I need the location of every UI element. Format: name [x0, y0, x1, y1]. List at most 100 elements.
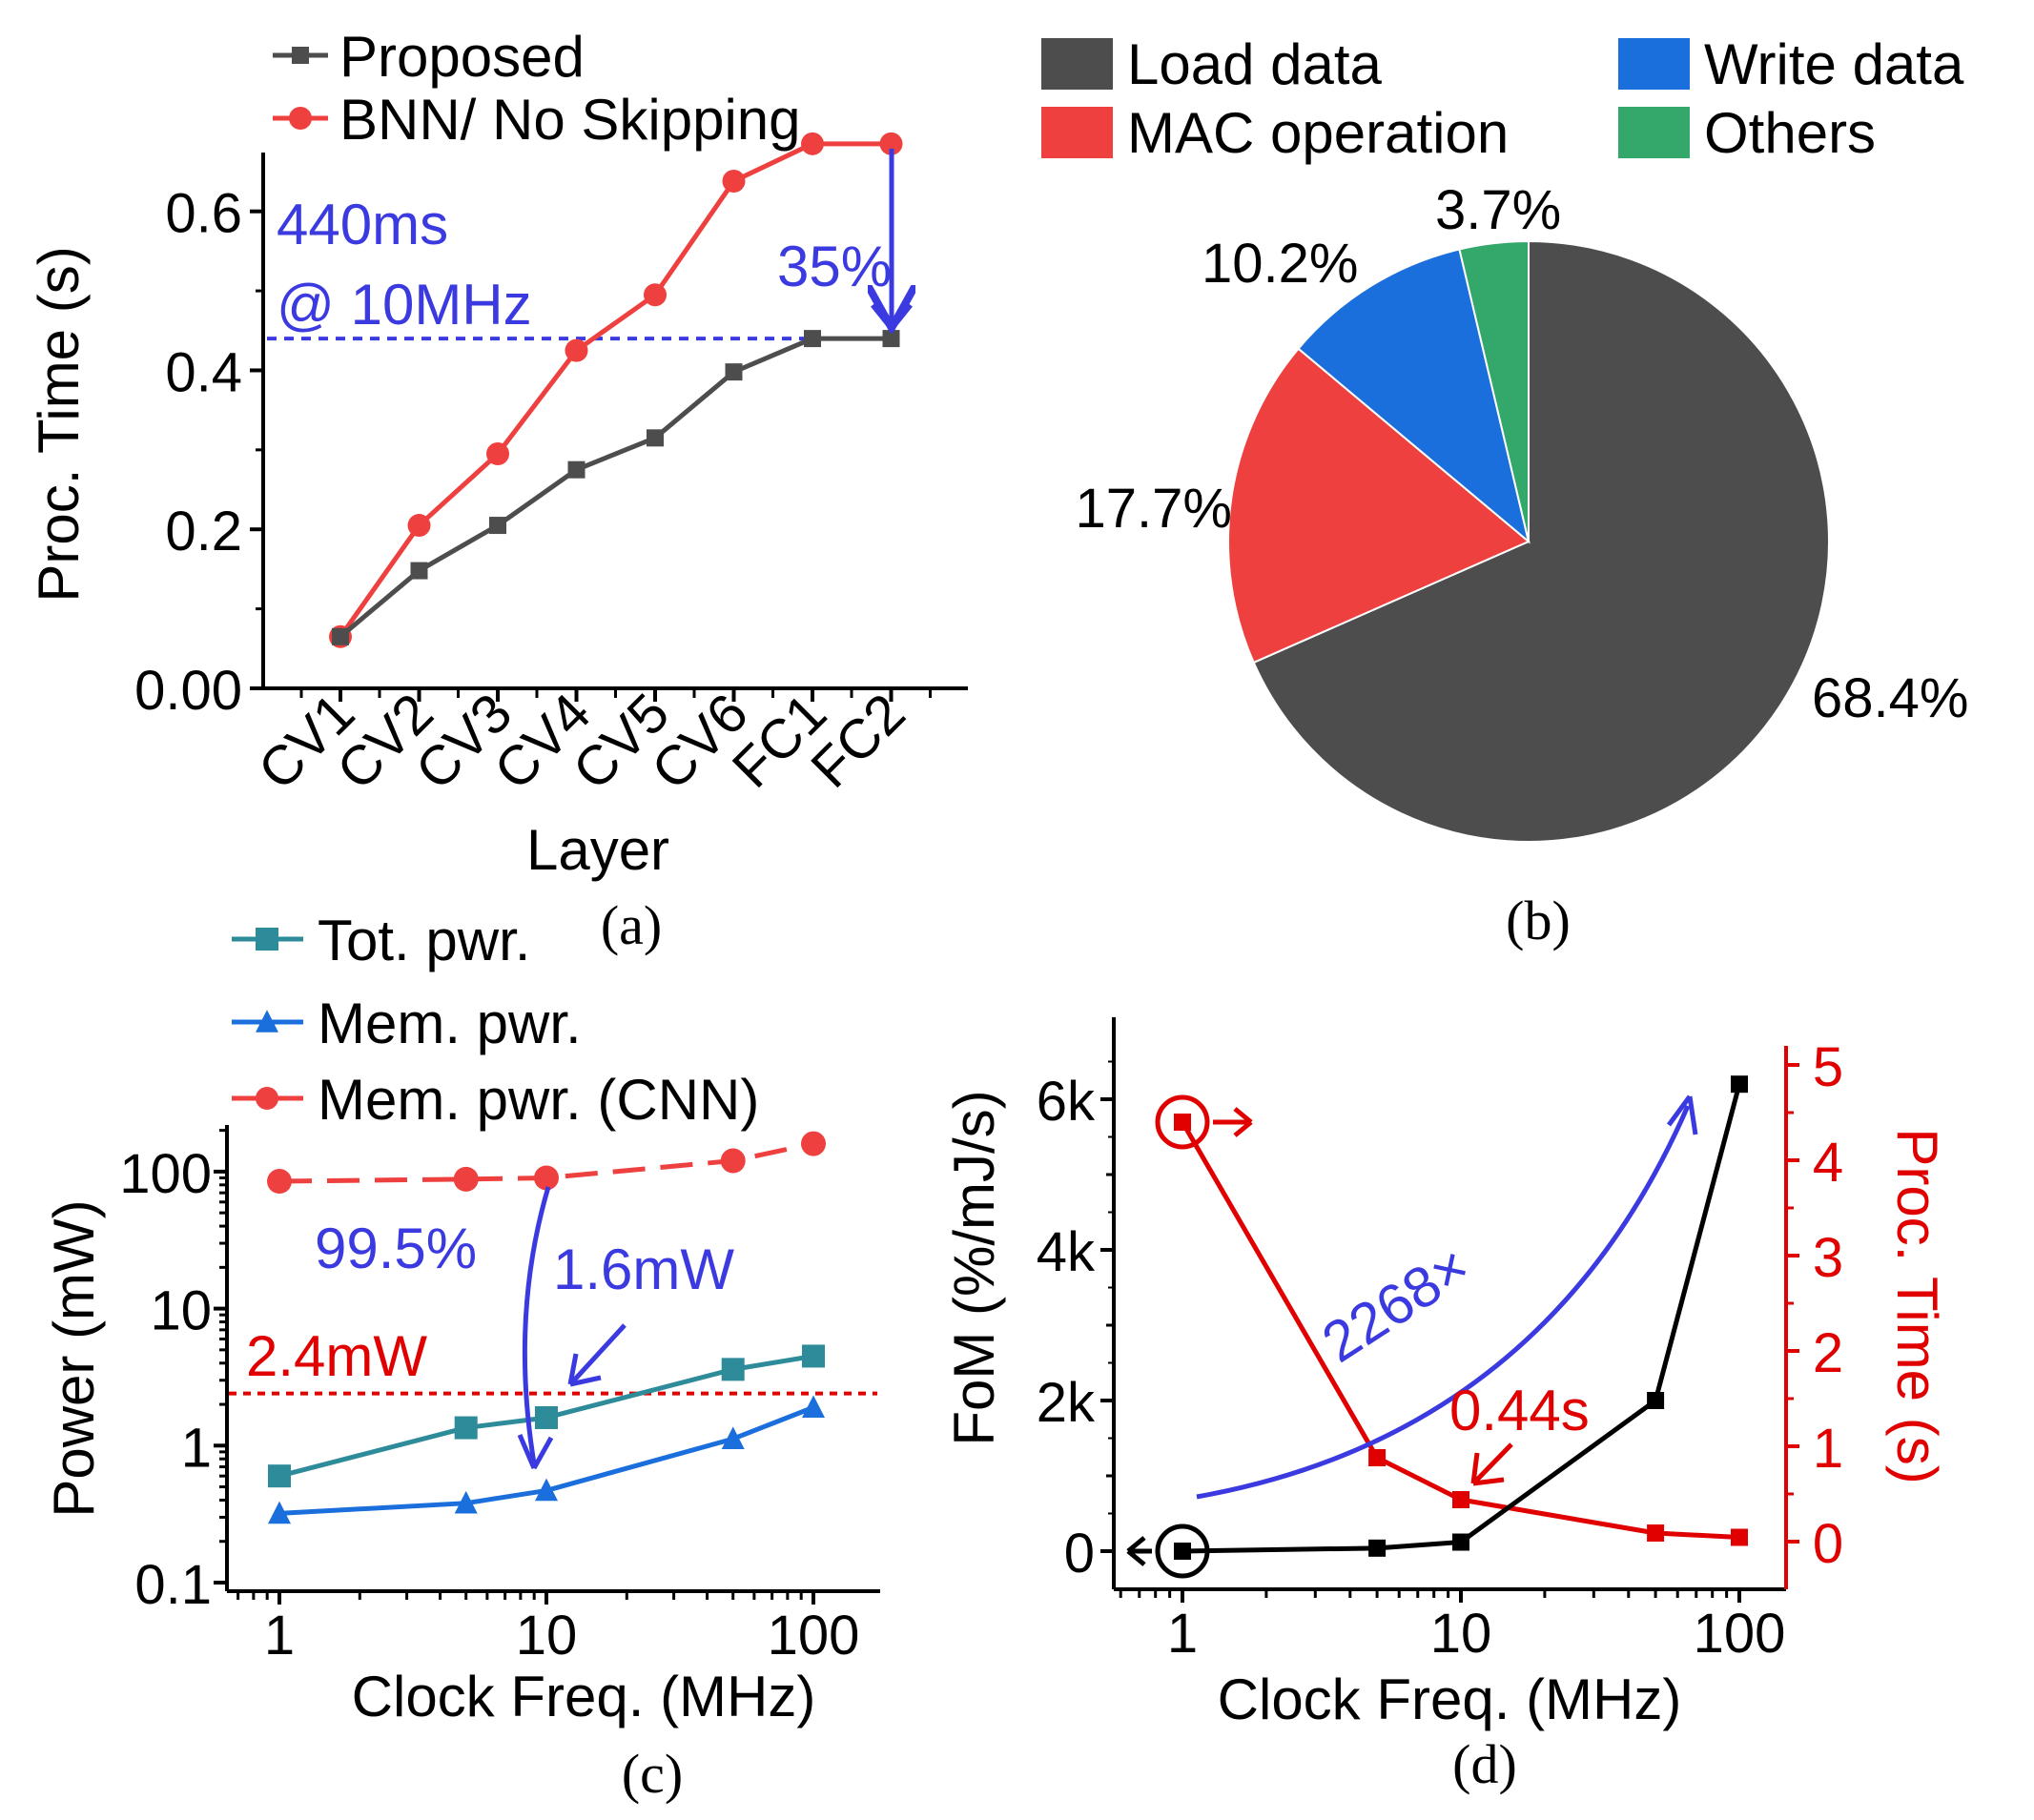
y-right-tick-label: 0: [1813, 1513, 1843, 1575]
legend-label-mem-cnn: Mem. pwr. (CNN): [318, 1068, 759, 1132]
y-tick-label: 0.6: [165, 183, 242, 245]
x-axis-label: Layer: [526, 818, 669, 882]
x-tick-label: 10: [516, 1605, 578, 1667]
proposed-marker: [804, 330, 821, 348]
reduction-arrow-head-l: [517, 1434, 537, 1469]
mem-power-marker: [454, 1490, 478, 1514]
mem-cnn-marker: [453, 1166, 479, 1192]
right-axis-indicator-circle: [1155, 1094, 1210, 1150]
mem-power-marker: [268, 1501, 291, 1524]
legend-label-bnn: BNN/ No Skipping: [339, 88, 801, 152]
y-tick-label: 100: [119, 1143, 212, 1205]
total-power-marker: [535, 1405, 558, 1429]
panel-label-c: (c): [622, 1743, 683, 1805]
mem-power-marker: [802, 1395, 825, 1419]
annotation-1-6mw: 1.6mW: [553, 1237, 734, 1301]
mem-cnn-marker: [534, 1165, 559, 1191]
bnn-marker: [722, 170, 746, 194]
annotation-arrow-0-44s: [1474, 1442, 1513, 1483]
mem-cnn-marker: [267, 1169, 292, 1195]
left-axis-indicator-head-b: [1126, 1549, 1146, 1566]
mem-power-marker: [535, 1478, 558, 1502]
legend-marker-total: [256, 928, 278, 951]
proposed-marker: [647, 429, 664, 447]
bnn-marker: [879, 132, 903, 155]
x-tick-label: 100: [1694, 1603, 1786, 1665]
legend-label: Load data: [1127, 32, 1383, 96]
fom-marker: [1174, 1543, 1191, 1560]
series-line-proc-time: [1180, 1120, 1740, 1540]
reduction-arrow-head-r: [890, 303, 913, 331]
total-power-marker: [454, 1416, 478, 1440]
proposed-marker: [410, 562, 428, 580]
proc-time-marker: [1647, 1524, 1665, 1542]
reduction-arrow-head-l: [871, 303, 894, 331]
x-tick-label: FC2: [799, 682, 916, 799]
y-tick-label: 0.00: [134, 660, 242, 722]
total-power-marker: [721, 1358, 745, 1381]
legend-label: Others: [1704, 101, 1876, 165]
bnn-marker: [407, 514, 431, 538]
legend-marker-mem: [256, 1010, 278, 1033]
fom-marker: [1647, 1392, 1665, 1409]
y-tick-label: 2k: [1037, 1372, 1096, 1434]
x-tick-label: 1: [264, 1605, 295, 1667]
bnn-marker: [486, 442, 509, 466]
annotation-10mhz: @ 10MHz: [277, 273, 532, 337]
y-tick-label: 1: [181, 1417, 212, 1479]
y-right-tick-label: 3: [1813, 1227, 1843, 1289]
legend-marker-mem-cnn: [256, 1087, 278, 1110]
series-line-proposed: [339, 336, 892, 639]
right-axis-indicator-head-a: [1233, 1107, 1253, 1124]
pie-label-load: 68.4%: [1812, 667, 1968, 729]
reduction-arrow-head-r: [531, 1436, 554, 1470]
fom-marker: [1731, 1075, 1748, 1094]
y-axis-right-label: Proc. Time (s): [1885, 1128, 1949, 1483]
mem-cnn-marker: [720, 1148, 746, 1174]
x-tick-label: 1: [1167, 1603, 1198, 1665]
improvement-arrow-head-a: [1666, 1094, 1693, 1127]
annotation-99-5pct: 99.5%: [315, 1217, 477, 1280]
pie-slice: [1252, 239, 1830, 843]
left-axis-indicator-circle: [1155, 1523, 1210, 1579]
y-tick-label: 0.2: [165, 501, 242, 562]
proposed-marker: [332, 627, 349, 645]
proc-time-marker: [1174, 1114, 1191, 1131]
x-tick-label: 10: [1430, 1603, 1492, 1665]
fom-marker: [1368, 1539, 1387, 1557]
pie-label-others: 3.7%: [1435, 179, 1561, 241]
legend-label: Write data: [1704, 32, 1964, 96]
legend-marker-proposed: [292, 47, 309, 64]
y-right-tick-label: 1: [1813, 1418, 1843, 1480]
y-tick-label: 4k: [1037, 1221, 1096, 1283]
pie-slice: [1297, 248, 1531, 544]
panel-label-a: (a): [601, 894, 662, 956]
proposed-marker: [725, 363, 743, 381]
legend-label: MAC operation: [1127, 101, 1509, 165]
annotation-arrow-1-6mw: [570, 1323, 627, 1384]
annotation-arrow-0-44s-head-a: [1472, 1477, 1505, 1486]
x-axis-label: Clock Freq. (MHz): [1218, 1667, 1682, 1731]
annotation-35pct: 35%: [777, 235, 892, 298]
y-axis-label: Power (mW): [42, 1199, 106, 1517]
total-power-marker: [802, 1344, 825, 1368]
bnn-marker: [644, 283, 667, 307]
annotation-arrow-1-6mw-head-a: [569, 1375, 602, 1387]
proposed-marker: [489, 517, 506, 535]
y-tick-label: 10: [150, 1280, 212, 1342]
panel-label-d: (d): [1452, 1733, 1517, 1795]
pie-label-write: 10.2%: [1202, 233, 1358, 295]
y-axis-label: Proc. Time (s): [27, 246, 91, 602]
pie-slice: [1226, 347, 1531, 665]
proc-time-marker: [1731, 1528, 1748, 1546]
pie-slice: [1458, 239, 1530, 542]
proposed-marker: [882, 330, 900, 348]
left-axis-indicator-head-a: [1126, 1536, 1146, 1553]
total-power-marker: [268, 1464, 291, 1488]
legend-marker-bnn: [289, 107, 312, 130]
panel-b: 68.4% 17.7% 10.2% 3.7% Load data Write data MA…: [1041, 32, 1968, 951]
pie-label-mac: 17.7%: [1076, 478, 1232, 540]
annotation-arrow-0-44s-head-b: [1470, 1452, 1480, 1484]
